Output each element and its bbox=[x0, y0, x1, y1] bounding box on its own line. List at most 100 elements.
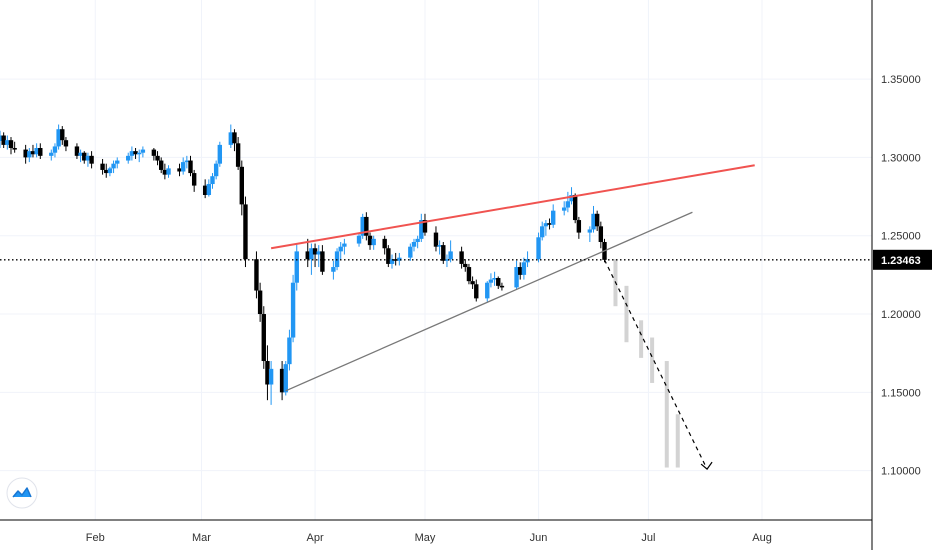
candle-body bbox=[382, 238, 387, 249]
projection-arrowhead bbox=[700, 461, 713, 470]
candle-body bbox=[188, 160, 193, 174]
candle bbox=[598, 221, 604, 249]
candle-body bbox=[232, 132, 237, 144]
candle bbox=[312, 243, 318, 268]
candle bbox=[104, 163, 109, 178]
candle-body bbox=[408, 246, 413, 258]
candle-body bbox=[364, 216, 369, 236]
candle bbox=[129, 146, 135, 161]
candle bbox=[543, 220, 549, 236]
candle bbox=[521, 257, 527, 280]
candle bbox=[239, 160, 244, 216]
tradingview-logo-icon[interactable] bbox=[6, 477, 38, 509]
candle bbox=[433, 226, 439, 252]
candle bbox=[441, 241, 446, 264]
candle-body bbox=[38, 148, 43, 156]
candle-body bbox=[49, 152, 54, 156]
candle-body bbox=[89, 155, 94, 164]
candle bbox=[63, 137, 69, 152]
candle bbox=[206, 179, 212, 197]
y-tick-label: 1.15000 bbox=[881, 387, 921, 399]
price-candles bbox=[0, 124, 607, 405]
candle-body bbox=[411, 241, 417, 247]
candle-body bbox=[279, 368, 285, 393]
candle-body bbox=[474, 284, 479, 299]
projection-line[interactable] bbox=[603, 259, 708, 470]
candle-body bbox=[320, 251, 325, 272]
candle-body bbox=[210, 176, 215, 185]
candle bbox=[243, 196, 248, 268]
candle bbox=[382, 235, 387, 255]
x-tick-label: Aug bbox=[752, 532, 772, 544]
candle bbox=[437, 240, 442, 255]
candle bbox=[126, 152, 131, 164]
candle bbox=[213, 160, 219, 180]
y-tick-label: 1.10000 bbox=[881, 466, 921, 478]
candle bbox=[137, 149, 142, 163]
y-tick-label: 1.35000 bbox=[881, 74, 921, 86]
candle-body bbox=[60, 129, 65, 141]
support-line[interactable] bbox=[285, 211, 693, 392]
candle bbox=[38, 143, 43, 159]
candle bbox=[257, 282, 263, 322]
candle-body bbox=[74, 146, 80, 156]
candle-body bbox=[287, 337, 292, 365]
candle bbox=[360, 213, 365, 239]
candle-body bbox=[316, 251, 321, 255]
candle-body bbox=[290, 282, 296, 338]
candle-body bbox=[448, 251, 453, 260]
candle-body bbox=[433, 232, 439, 247]
candle-body bbox=[104, 169, 109, 174]
candle bbox=[448, 240, 453, 263]
candle-body bbox=[437, 245, 442, 247]
candle-body bbox=[371, 238, 376, 246]
candle-body bbox=[565, 201, 571, 208]
projected-bars bbox=[613, 259, 680, 468]
candle-body bbox=[540, 226, 545, 238]
candle bbox=[60, 126, 65, 145]
candle-body bbox=[393, 259, 398, 261]
candle bbox=[162, 163, 168, 180]
candle-body bbox=[536, 237, 541, 260]
candle-body bbox=[235, 143, 241, 167]
candle bbox=[422, 213, 428, 236]
candle bbox=[499, 282, 505, 291]
candle-body bbox=[360, 216, 365, 236]
candle-body bbox=[243, 204, 248, 260]
candle bbox=[49, 149, 54, 161]
axes bbox=[0, 0, 873, 550]
candle-body bbox=[419, 220, 424, 239]
candle bbox=[8, 137, 14, 155]
candle bbox=[309, 243, 314, 275]
candle bbox=[591, 205, 596, 233]
candle-body bbox=[547, 223, 552, 225]
candle-body bbox=[268, 368, 274, 385]
candle-body bbox=[309, 248, 314, 260]
candle-body bbox=[422, 220, 428, 233]
projected-bar bbox=[664, 361, 669, 468]
candle bbox=[525, 251, 530, 268]
candle-body bbox=[598, 226, 604, 242]
candle bbox=[265, 345, 270, 401]
candle bbox=[235, 137, 241, 170]
candle bbox=[389, 254, 395, 269]
candle-body bbox=[137, 152, 142, 155]
candle-body bbox=[0, 135, 3, 141]
candle-body bbox=[1, 135, 6, 145]
x-tick-label: Apr bbox=[307, 532, 324, 544]
candle bbox=[202, 179, 208, 199]
candle bbox=[180, 157, 186, 175]
candle bbox=[27, 148, 32, 163]
candle bbox=[408, 243, 413, 261]
x-tick-label: Feb bbox=[86, 532, 105, 544]
candle-body bbox=[488, 279, 494, 283]
candle bbox=[232, 129, 237, 152]
x-tick-label: Mar bbox=[192, 532, 211, 544]
candle bbox=[367, 232, 373, 250]
candle-body bbox=[126, 155, 131, 161]
candle-body bbox=[525, 259, 530, 263]
resistance-line[interactable] bbox=[270, 164, 755, 250]
candle bbox=[470, 276, 475, 289]
candle-body bbox=[23, 149, 28, 158]
